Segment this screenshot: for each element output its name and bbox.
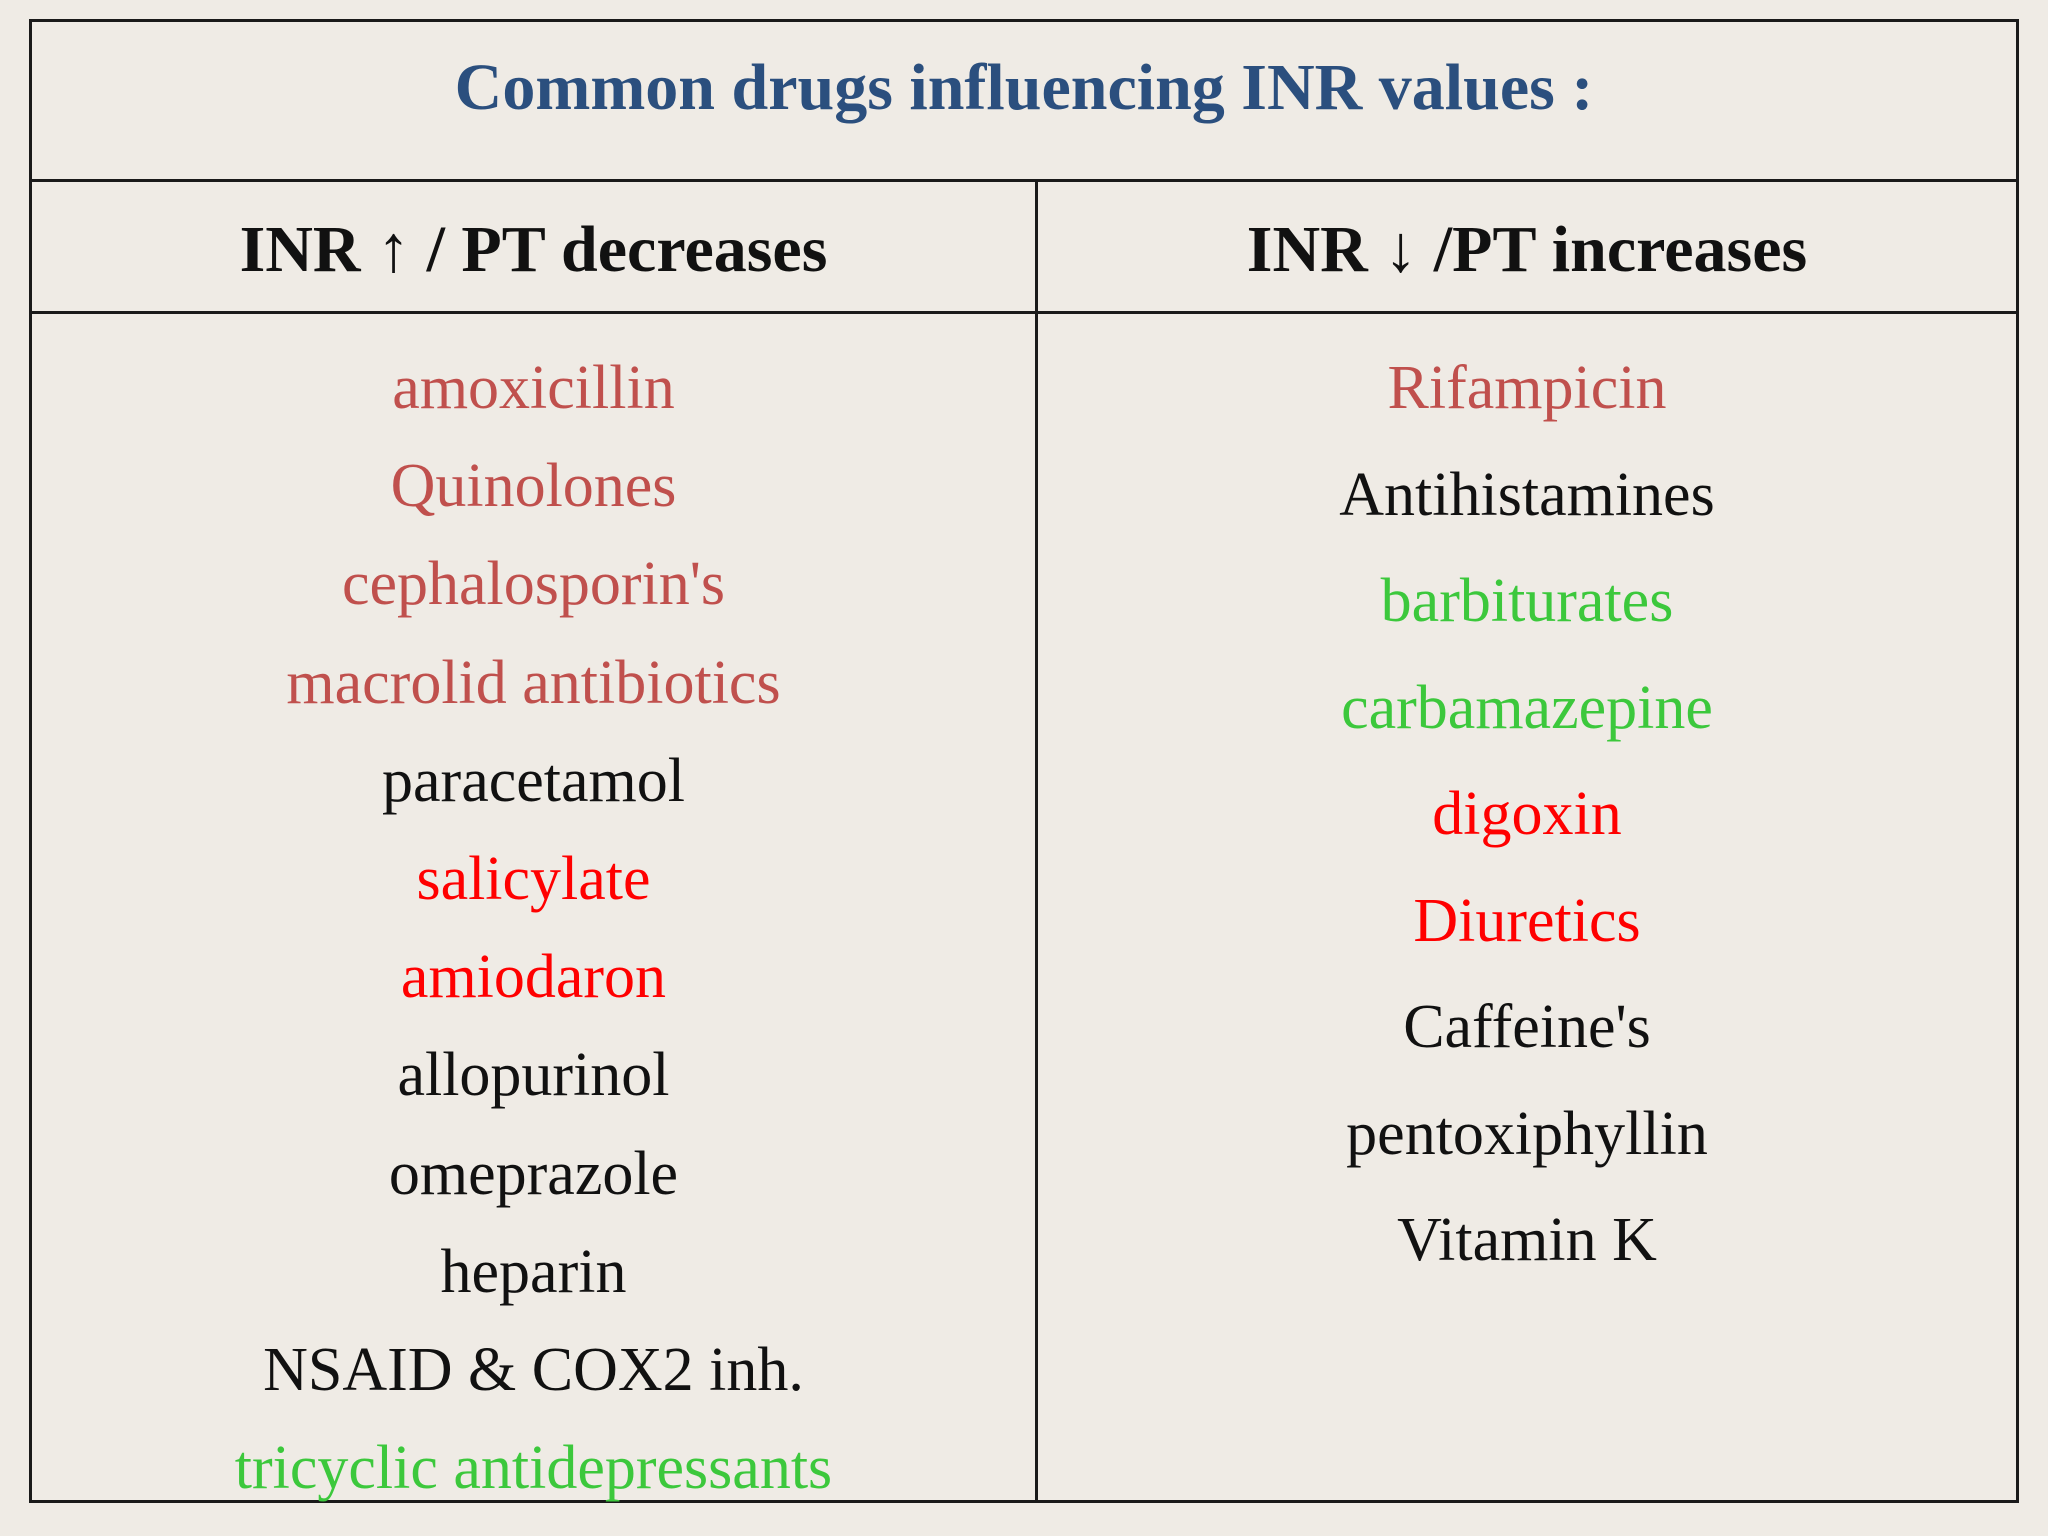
drug-item: Quinolones bbox=[390, 452, 677, 521]
drug-item: salicylate bbox=[416, 844, 651, 913]
drug-item: barbiturates bbox=[1380, 567, 1674, 635]
drug-item: Antihistamines bbox=[1339, 460, 1715, 529]
header-inr-up: INR ↑ / PT decreases bbox=[239, 213, 828, 286]
drug-item: macrolid antibiotics bbox=[286, 648, 781, 717]
drug-item: heparin bbox=[440, 1237, 627, 1306]
drug-item: tricyclic antidepressants bbox=[234, 1434, 833, 1503]
drug-item: cephalosporin's bbox=[341, 550, 726, 619]
drug-item: Rifampicin bbox=[1387, 354, 1667, 422]
drug-item: amoxicillin bbox=[392, 354, 675, 422]
drug-item: Caffeine's bbox=[1403, 993, 1651, 1061]
drug-item: omeprazole bbox=[388, 1139, 679, 1208]
drug-table: Common drugs influencing INR values : IN… bbox=[29, 19, 2019, 1503]
column-divider bbox=[1035, 182, 1038, 1500]
table-title: Common drugs influencing INR values : bbox=[454, 51, 1594, 124]
drug-item: NSAID & COX2 inh. bbox=[263, 1335, 804, 1404]
drug-item: allopurinol bbox=[397, 1041, 670, 1110]
drug-item: Vitamin K bbox=[1397, 1206, 1657, 1274]
drug-item: amiodaron bbox=[400, 943, 667, 1012]
drug-item: Diuretics bbox=[1413, 886, 1641, 955]
drug-item: carbamazepine bbox=[1341, 673, 1713, 742]
inr-increase-drug-list: amoxicillin Quinolones cephalosporin's macr… bbox=[32, 314, 1035, 1517]
drug-item: pentoxiphyllin bbox=[1346, 1099, 1708, 1168]
title-row: Common drugs influencing INR values : bbox=[32, 22, 2016, 182]
drug-item: digoxin bbox=[1432, 780, 1622, 848]
header-inr-down: INR ↓ /PT increases bbox=[1246, 213, 1808, 286]
header-row: INR ↑ / PT decreases INR ↓ /PT increases bbox=[32, 182, 2016, 314]
inr-decrease-drug-list: Rifampicin Antihistamines barbiturates carb… bbox=[1038, 314, 2016, 1294]
drug-item: paracetamol bbox=[382, 746, 685, 815]
